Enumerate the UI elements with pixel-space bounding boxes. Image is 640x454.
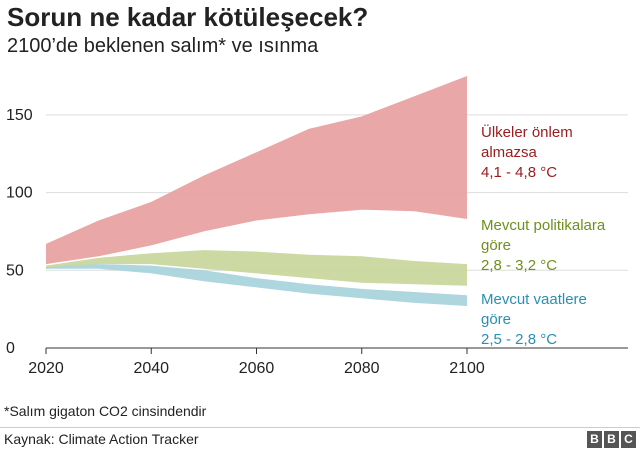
y-tick-label-150: 150 [6,107,33,124]
label-pledges-range: 2,5 - 2,8 °C [481,331,558,348]
label-no-action: Ülkeler önlem almazsa 4,1 - 4,8 °C [481,123,591,183]
label-no-action-text: Ülkeler önlem almazsa [481,124,573,161]
bbc-logo-letter-2: B [604,431,619,448]
y-tick-label-0: 0 [6,340,15,357]
label-pledges-text: Mevcut vaatlere göre [481,291,587,328]
chart-subtitle: 2100’de beklenen salım* ve ısınma [7,35,319,57]
x-tick-label-2060: 2060 [239,360,275,377]
label-current-policies-range: 2,8 - 3,2 °C [481,257,558,274]
band-no_action [46,76,467,265]
x-tick-label-2080: 2080 [344,360,380,377]
y-tick-label-50: 50 [6,262,24,279]
x-tick-label-2020: 2020 [28,360,64,377]
footer-divider [0,427,640,428]
axes [45,347,628,354]
x-tick-label-2100: 2100 [449,360,485,377]
x-tick-label-2040: 2040 [133,360,169,377]
y-tick-label-100: 100 [6,185,33,202]
label-current-policies: Mevcut politikalara göre 2,8 - 3,2 °C [481,216,631,276]
band-pledges [46,264,467,306]
source-text: Kaynak: Climate Action Tracker [4,431,199,447]
bbc-logo-letter-3: C [621,431,636,448]
footnote: *Salım gigaton CO2 cinsindendir [4,403,207,419]
chart-title: Sorun ne kadar kötüleşecek? [7,2,369,32]
bbc-logo-letter-1: B [587,431,602,448]
emission-bands [46,76,467,306]
label-pledges: Mevcut vaatlere göre 2,5 - 2,8 °C [481,290,591,350]
label-no-action-range: 4,1 - 4,8 °C [481,164,558,181]
label-current-policies-text: Mevcut politikalara göre [481,217,606,254]
tick-labels: 0 50 100 150 2020 2040 2060 2080 2100 [6,107,485,377]
bbc-logo: B B C [587,431,636,448]
band-current_policies [46,250,467,286]
emissions-chart: 0 50 100 150 2020 2040 2060 2080 2100 [6,76,628,377]
